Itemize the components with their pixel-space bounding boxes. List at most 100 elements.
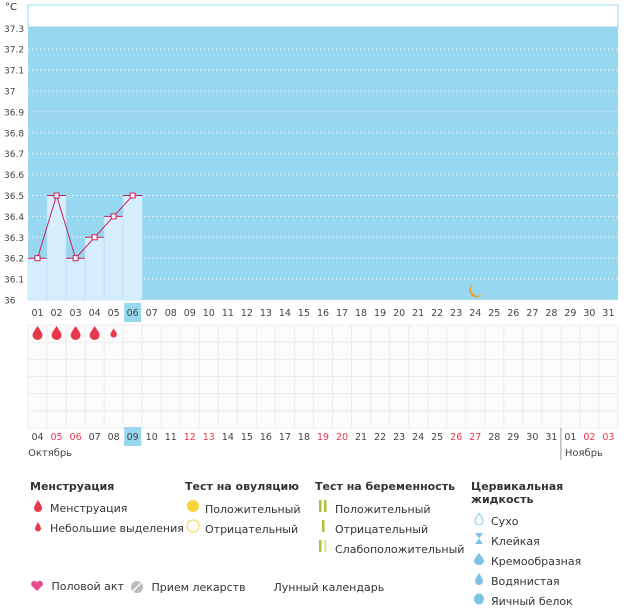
cycle-day-label: 20 bbox=[393, 308, 405, 319]
menstruation-drop-icon bbox=[51, 326, 62, 340]
legend-ovulation-positive-label: Положительный bbox=[205, 503, 301, 516]
legend-item-pregnancy-weak: Слабоположительный bbox=[315, 539, 464, 559]
y-tick-label: 36.5 bbox=[4, 192, 24, 202]
legend-item-egg-white: Яичный белок bbox=[471, 592, 626, 612]
hourglass-icon bbox=[471, 532, 487, 552]
calendar-date-label: 01 bbox=[564, 432, 576, 443]
legend-ovulation-negative-label: Отрицательный bbox=[205, 523, 299, 536]
calendar-date-label: 28 bbox=[488, 432, 500, 443]
cycle-day-label: 12 bbox=[241, 308, 253, 319]
y-tick-label: 37.3 bbox=[4, 25, 24, 35]
legend-pregnancy-positive-label: Положительный bbox=[335, 503, 431, 516]
menstruation-drop-icon bbox=[89, 326, 100, 340]
y-tick-label: 36.8 bbox=[4, 129, 24, 139]
chart-top-strip bbox=[27, 4, 619, 28]
y-tick-label: 36.9 bbox=[4, 108, 24, 118]
temperature-bar bbox=[27, 257, 48, 301]
calendar-date-label: 09 bbox=[127, 432, 139, 443]
y-tick-label: 36.6 bbox=[4, 171, 24, 181]
yellow-circle-icon bbox=[185, 499, 201, 520]
calendar-date-label: 21 bbox=[355, 432, 367, 443]
cycle-day-label: 19 bbox=[374, 308, 386, 319]
legend-cervical-title: Цервикальная жидкость bbox=[471, 480, 564, 506]
legend-item-ovulation-negative: Отрицательный bbox=[185, 519, 301, 539]
legend-moon-label: Лунный календарь bbox=[273, 581, 385, 594]
calendar-date-label: 29 bbox=[507, 432, 519, 443]
y-tick-label: 36.1 bbox=[4, 276, 24, 286]
cycle-day-label: 23 bbox=[450, 308, 462, 319]
legend-item-sticky: Клейкая bbox=[471, 532, 626, 552]
outline-drop-icon bbox=[471, 512, 487, 532]
y-tick-label: 37.2 bbox=[4, 46, 24, 56]
temperature-bar bbox=[84, 237, 105, 301]
calendar-date-label: 11 bbox=[165, 432, 177, 443]
cycle-day-label: 18 bbox=[355, 308, 367, 319]
cycle-day-label: 29 bbox=[564, 308, 576, 319]
cycle-day-label: 15 bbox=[298, 308, 310, 319]
faint-double-bar-icon bbox=[315, 539, 331, 560]
calendar-date-label: 19 bbox=[317, 432, 329, 443]
month-label-november: Ноябрь bbox=[565, 448, 603, 459]
y-tick-label: 36.7 bbox=[4, 150, 24, 160]
legend-cervical: Цервикальная жидкость Сухо Клейкая Кремо… bbox=[471, 480, 626, 612]
highlight-date bbox=[124, 427, 142, 446]
calendar-date-label: 02 bbox=[583, 432, 595, 443]
cycle-day-label: 06 bbox=[127, 308, 139, 319]
spotting-drop-icon bbox=[110, 328, 117, 338]
legend-pregnancy-test: Тест на беременность Положительный Отриц… bbox=[315, 480, 464, 559]
cycle-day-label: 03 bbox=[70, 308, 82, 319]
cycle-day-label: 10 bbox=[203, 308, 215, 319]
legend-item-creamy: Кремообразная bbox=[471, 552, 626, 572]
temperature-point bbox=[72, 255, 79, 262]
drop-icon bbox=[30, 499, 46, 519]
temperature-bar bbox=[46, 195, 67, 301]
cycle-day-label: 05 bbox=[108, 308, 120, 319]
legend-moon: Лунный календарь bbox=[250, 580, 384, 594]
calendar-date-label: 23 bbox=[393, 432, 405, 443]
legend-watery-label: Водянистая bbox=[491, 575, 560, 588]
legend-pregnancy-weak-label: Слабоположительный bbox=[335, 543, 465, 556]
heart-icon bbox=[30, 580, 44, 593]
legend-ovulation-test: Тест на овуляцию Положительный Отрицател… bbox=[185, 480, 301, 539]
moon-icon bbox=[469, 284, 483, 298]
calendar-date-label: 13 bbox=[203, 432, 215, 443]
temperature-point bbox=[53, 192, 60, 199]
cycle-day-label: 26 bbox=[507, 308, 519, 319]
cycle-day-label: 02 bbox=[51, 308, 63, 319]
calendar-date-label: 24 bbox=[412, 432, 424, 443]
y-unit-label: °C bbox=[5, 2, 17, 13]
calendar-date-label: 12 bbox=[184, 432, 196, 443]
calendar-date-label: 27 bbox=[469, 432, 481, 443]
temperature-line bbox=[37, 193, 134, 260]
legend-item-ovulation-positive: Положительный bbox=[185, 499, 301, 519]
y-tick-label: 36.3 bbox=[4, 234, 24, 244]
legend-creamy-label: Кремообразная bbox=[491, 555, 582, 568]
calendar-date-label: 05 bbox=[51, 432, 63, 443]
cycle-day-label: 13 bbox=[260, 308, 272, 319]
cycle-day-label: 14 bbox=[279, 308, 291, 319]
moon-icon bbox=[250, 581, 266, 594]
cycle-day-label: 04 bbox=[89, 308, 101, 319]
legend-item-spotting: Небольшие выделения bbox=[30, 519, 184, 539]
temperature-bar bbox=[103, 216, 124, 301]
cycle-day-label: 11 bbox=[222, 308, 234, 319]
cycle-day-label: 28 bbox=[545, 308, 557, 319]
menstruation-drop-icon bbox=[70, 326, 81, 340]
cycle-day-label: 01 bbox=[31, 308, 43, 319]
cream-drop-icon bbox=[471, 552, 487, 572]
legend-sticky-label: Клейкая bbox=[491, 535, 540, 548]
calendar-date-label: 06 bbox=[70, 432, 82, 443]
calendar-date-label: 14 bbox=[222, 432, 234, 443]
y-tick-label: 36 bbox=[4, 297, 16, 307]
temperature-point bbox=[129, 192, 136, 199]
egg-white-icon bbox=[471, 592, 487, 612]
legend-item-pregnancy-negative: Отрицательный bbox=[315, 519, 464, 539]
cycle-day-label: 21 bbox=[412, 308, 424, 319]
temperature-point bbox=[34, 255, 41, 262]
calendar-date-label: 25 bbox=[431, 432, 443, 443]
calendar-date-label: 07 bbox=[89, 432, 101, 443]
legend-intercourse: Половой акт bbox=[30, 580, 124, 593]
cycle-day-label: 31 bbox=[602, 308, 614, 319]
legend-menstruation-title: Менструация bbox=[30, 480, 115, 493]
cycle-day-label: 25 bbox=[488, 308, 500, 319]
